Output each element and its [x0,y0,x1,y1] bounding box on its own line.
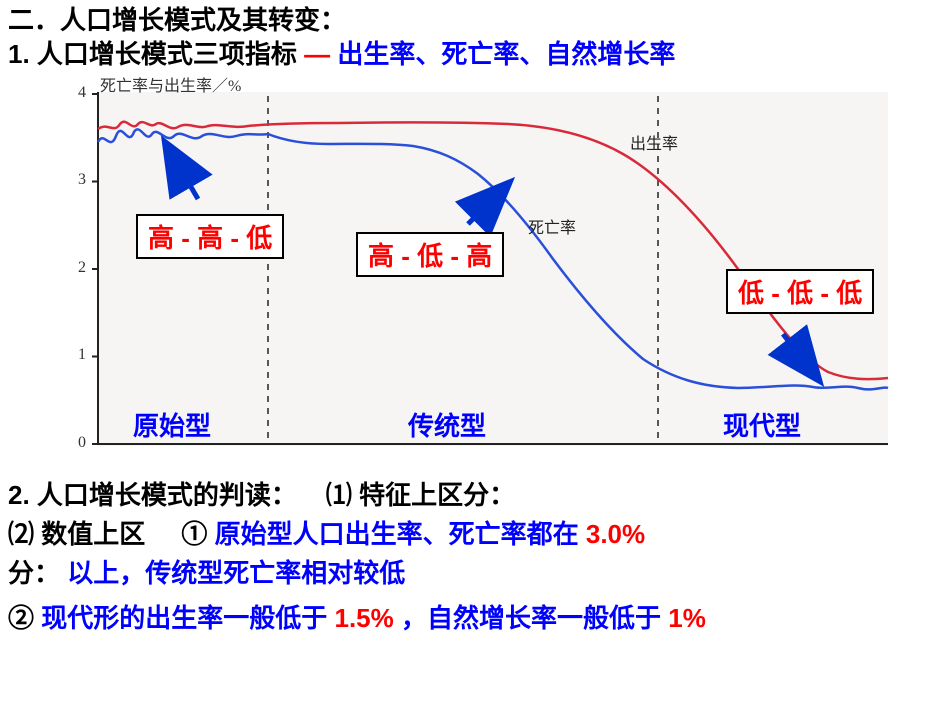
sub2-text: 人口增长模式的判读： [37,480,297,510]
p2-label-a: ⑵ 数值上区 [8,519,145,549]
y-tick-label: 2 [78,259,86,277]
y-axis-title: 死亡率与出生率／% [100,72,241,96]
row-item1b: 分： 以上，传统型死亡率相对较低 [8,556,942,591]
p2-label-b: 分： [8,558,60,588]
y-tick-label: 0 [78,434,86,452]
item1-b: 以上，传统型死亡率相对较低 [67,558,405,588]
subheading-1: 1. 人口增长模式三项指标 — 出生率、死亡率、自然增长率 [8,38,942,72]
item1-num: ① [181,519,207,549]
badge-high-high-low: 高 - 高 - 低 [136,214,284,259]
badge-low-low-low: 低 - 低 - 低 [726,269,874,314]
item1-val: 3.0% [586,519,645,549]
y-tick-label: 1 [78,346,86,364]
item2-a: 现代形的出生率一般低于 [41,603,327,633]
badge-hhl-text: 高 - 高 - 低 [148,223,272,253]
sub2-num: 2. [8,480,30,510]
item2-b: ，自然增长率一般低于 [401,603,661,633]
item2-num: ② [8,603,34,633]
badge-high-low-high: 高 - 低 - 高 [356,232,504,277]
heading-section: 二．人口增长模式及其转变： [8,5,346,35]
demographic-chart: 死亡率与出生率／% 出生率 死亡率 高 - 高 - 低 高 - 低 - 高 低 … [38,74,898,474]
dash: — [304,39,337,69]
badge-hlh-text: 高 - 低 - 高 [368,241,492,271]
sub1-num: 1. [8,39,30,69]
item2-val2: 1% [668,603,706,633]
y-tick-label: 3 [78,171,86,189]
death-rate-label: 死亡率 [528,214,576,238]
row-item2: ② 现代形的出生率一般低于 1.5% ，自然增长率一般低于 1% [8,601,942,636]
indicators: 出生率、死亡率、自然增长率 [337,39,675,69]
row-item1: ⑵ 数值上区 ① 原始型人口出生率、死亡率都在 3.0% [8,517,942,552]
stage-modern: 现代型 [723,406,801,443]
p1-label: ⑴ 特征上区分： [326,480,515,510]
stage-traditional: 传统型 [408,406,486,443]
y-tick-label: 4 [78,84,86,102]
item1-a: 原始型人口出生率、死亡率都在 [215,519,579,549]
badge-lll-text: 低 - 低 - 低 [738,278,862,308]
stage-primitive: 原始型 [133,406,211,443]
sub1-text: 人口增长模式三项指标 [37,39,297,69]
item2-val1: 1.5% [335,603,394,633]
sub2-row: 2. 人口增长模式的判读： ⑴ 特征上区分： [8,478,942,513]
birth-rate-label: 出生率 [630,130,678,154]
section-heading: 二．人口增长模式及其转变： [8,4,942,38]
